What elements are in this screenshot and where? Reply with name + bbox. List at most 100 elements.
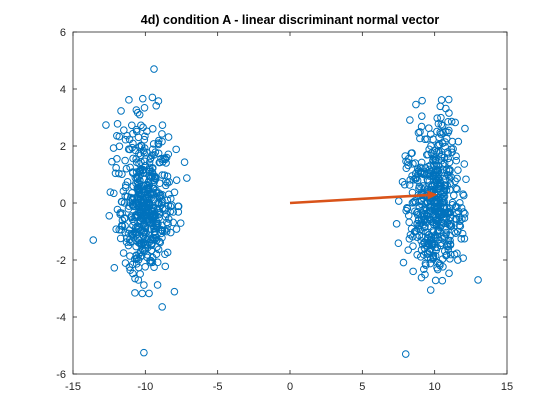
data-point	[405, 181, 414, 189]
data-point	[137, 190, 146, 199]
data-point	[437, 130, 445, 138]
data-point	[121, 135, 130, 144]
data-point	[125, 202, 133, 210]
data-point	[128, 143, 136, 152]
y-tick-label: -6	[56, 369, 66, 381]
data-point	[462, 175, 470, 184]
data-point	[417, 169, 425, 178]
data-point	[438, 121, 447, 130]
data-point	[147, 151, 156, 160]
data-point	[162, 159, 170, 167]
data-point	[145, 289, 153, 298]
data-point	[427, 182, 436, 191]
data-point	[453, 249, 461, 258]
x-tick-label: 0	[287, 381, 293, 393]
data-point	[427, 142, 435, 150]
data-point	[461, 210, 469, 218]
data-point	[110, 189, 118, 198]
data-point	[420, 223, 429, 232]
data-point	[441, 233, 449, 241]
data-point	[423, 241, 431, 250]
y-tick-label: -2	[56, 255, 66, 267]
data-point	[442, 186, 451, 195]
data-point	[398, 178, 407, 186]
data-point	[134, 181, 143, 189]
data-point	[408, 149, 416, 157]
data-point	[161, 155, 170, 164]
normal-vector-head	[427, 190, 438, 200]
data-point	[161, 262, 170, 271]
data-point	[413, 219, 421, 228]
data-point	[150, 184, 158, 193]
data-point	[418, 96, 426, 105]
data-point	[150, 228, 159, 237]
data-point	[149, 188, 157, 197]
data-point	[158, 171, 167, 179]
data-point	[117, 197, 126, 206]
data-point	[429, 226, 438, 235]
data-point	[454, 166, 462, 174]
data-point	[412, 100, 420, 109]
data-point	[113, 120, 122, 128]
data-point	[448, 148, 456, 157]
data-point	[125, 235, 134, 244]
data-point	[122, 164, 131, 173]
data-point	[154, 149, 163, 158]
data-point	[136, 167, 144, 176]
data-point	[137, 240, 146, 249]
data-point	[427, 217, 435, 225]
data-point	[148, 221, 157, 229]
data-point	[437, 120, 446, 129]
data-point	[132, 125, 141, 134]
data-point	[415, 184, 423, 192]
data-point	[154, 245, 163, 254]
x-tick-label: -5	[213, 381, 223, 393]
data-point	[148, 93, 157, 102]
data-point	[444, 95, 453, 104]
axes-layer: -15 -10 -5 0 5 10 15 -6 -4 -2 0 2 4 6	[56, 27, 513, 393]
y-tick-label: 6	[60, 27, 66, 39]
data-point	[444, 240, 452, 249]
data-point	[141, 191, 149, 200]
data-point	[134, 186, 143, 195]
data-point	[454, 207, 463, 216]
data-point	[413, 251, 421, 259]
data-point	[452, 156, 461, 165]
data-point	[442, 127, 450, 136]
data-point	[105, 211, 114, 220]
data-point	[154, 136, 163, 145]
chart-title: 4d) condition A - linear discriminant no…	[141, 13, 440, 27]
data-point	[174, 208, 183, 216]
data-point	[112, 225, 120, 234]
data-point	[164, 133, 173, 141]
data-point	[135, 142, 144, 151]
data-point	[138, 212, 146, 220]
data-point	[135, 250, 143, 258]
data-point	[150, 65, 158, 73]
data-point	[139, 123, 147, 132]
data-point	[415, 222, 423, 230]
data-point	[440, 159, 449, 167]
data-point	[455, 221, 464, 230]
data-point	[131, 173, 140, 182]
data-point	[451, 118, 459, 127]
data-point	[440, 232, 448, 240]
data-point	[121, 192, 130, 200]
data-point	[125, 96, 133, 104]
data-point	[166, 202, 175, 211]
data-point	[424, 239, 433, 248]
data-point	[417, 253, 425, 261]
data-point	[121, 221, 129, 230]
data-point	[439, 192, 448, 201]
data-point	[130, 194, 138, 202]
data-point	[442, 251, 451, 259]
data-point	[146, 155, 155, 163]
data-point	[433, 176, 441, 185]
x-tick-label: 10	[429, 381, 441, 393]
data-point	[452, 152, 460, 161]
data-point	[456, 222, 465, 231]
data-point	[180, 158, 189, 166]
data-point	[431, 165, 440, 174]
data-point	[183, 174, 191, 182]
data-point	[430, 239, 438, 248]
